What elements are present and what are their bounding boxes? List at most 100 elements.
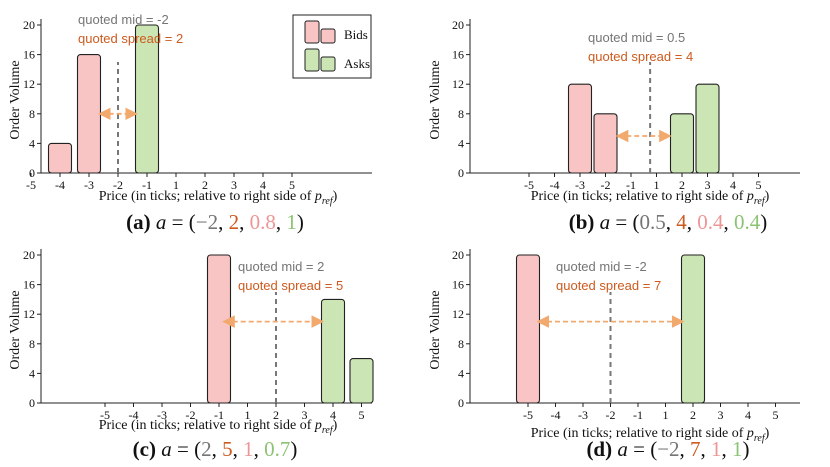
- y-tick-label: 20: [23, 18, 35, 32]
- x-axis-label-math: p: [746, 426, 754, 441]
- bid-bar: [206, 254, 232, 404]
- x-tick-label: 2: [690, 408, 696, 422]
- caption-value: 1: [243, 437, 254, 461]
- y-tick-label: 20: [23, 248, 35, 262]
- x-axis-label-text: Price (in ticks; relative to right side …: [99, 418, 315, 433]
- caption-value: 4: [676, 210, 687, 234]
- caption-value: 0.7: [264, 437, 290, 461]
- bid-bar: [47, 142, 73, 174]
- x-tick-label: 1: [245, 408, 251, 422]
- bid-bar: [567, 83, 593, 174]
- x-tick-label: 2: [202, 178, 208, 192]
- x-axis-label: Price (in ticks; relative to right side …: [531, 189, 770, 207]
- y-tick-label: 20: [452, 18, 464, 32]
- y-tick-label: 16: [23, 278, 35, 292]
- y-tick-label: 8: [29, 107, 35, 121]
- y-tick-label: 12: [23, 77, 35, 91]
- legend-bid-swatch: [304, 20, 320, 44]
- ask-bar: [320, 298, 346, 404]
- caption-punct: ): [297, 210, 304, 234]
- caption-value: 7: [690, 437, 701, 461]
- x-tick-label: -5: [100, 408, 110, 422]
- caption-punct: = (: [610, 210, 639, 234]
- y-tick-label: 4: [29, 136, 35, 150]
- x-tick-label: -4: [55, 178, 65, 192]
- annotation-spread: quoted spread = 5: [238, 278, 343, 293]
- x-tick-label: 2: [679, 178, 685, 192]
- x-axis-label-close: ): [765, 189, 770, 204]
- panel-caption: (b) a = (0.5, 4, 0.4, 0.4): [569, 210, 768, 234]
- caption-punct: ,: [212, 437, 223, 461]
- x-tick-label: 1: [173, 178, 179, 192]
- annotation-mid: quoted mid = 2: [238, 259, 324, 274]
- x-tick-label: 1: [654, 178, 660, 192]
- x-tick-label: -2: [113, 178, 123, 192]
- panel-caption: (d) a = (−2, 7, 1, 1): [586, 437, 749, 461]
- x-tick-label: -1: [142, 178, 152, 192]
- caption-var: a: [156, 210, 167, 234]
- caption-label: (b): [569, 210, 600, 234]
- x-tick-label: -4: [551, 408, 561, 422]
- caption-label: (c): [133, 437, 162, 461]
- ask-bar: [134, 24, 160, 174]
- x-axis-label-sub: ref: [322, 425, 334, 436]
- x-tick-label: 4: [330, 408, 336, 422]
- y-axis-label: Order Volume: [428, 60, 443, 139]
- x-tick-label: -4: [550, 178, 560, 192]
- caption-var: a: [161, 437, 172, 461]
- x-tick-label: 3: [302, 408, 308, 422]
- caption-punct: = (: [166, 210, 195, 234]
- ask-bar: [349, 358, 374, 404]
- y-axis-label: Order Volume: [8, 290, 23, 369]
- bid-bar: [76, 54, 102, 174]
- caption-value: −2: [196, 210, 218, 234]
- y-tick-label: 4: [458, 136, 464, 150]
- y-tick-label: 16: [452, 48, 464, 62]
- x-tick-label: -2: [601, 178, 611, 192]
- legend-asks-label: Asks: [344, 56, 370, 71]
- caption-punct: ,: [666, 210, 677, 234]
- x-axis-label-text: Price (in ticks; relative to right side …: [531, 426, 747, 441]
- x-axis-label-sub: ref: [754, 433, 766, 444]
- panel-caption: (a) a = (−2, 2, 0.8, 1): [126, 210, 304, 234]
- x-axis-label-close: ): [333, 418, 338, 433]
- ask-bar: [695, 83, 720, 174]
- y-tick-label: 12: [452, 77, 464, 91]
- caption-punct: ,: [724, 210, 735, 234]
- caption-punct: ,: [218, 210, 229, 234]
- y-tick-label: 8: [458, 107, 464, 121]
- y-tick-label: 12: [452, 307, 464, 321]
- x-tick-label: -3: [578, 408, 588, 422]
- caption-var: a: [600, 210, 611, 234]
- x-tick-label: 5: [359, 408, 365, 422]
- x-axis-label-math: p: [314, 189, 322, 204]
- y-tick-label: 0: [458, 166, 464, 180]
- x-axis-label-close: ): [333, 189, 338, 204]
- x-tick-label: 4: [260, 178, 266, 192]
- caption-value: 0.4: [734, 210, 761, 234]
- y-tick-label: 16: [452, 278, 464, 292]
- x-tick-label: 3: [231, 178, 237, 192]
- y-tick-label: 0: [458, 396, 464, 410]
- x-axis-label: Price (in ticks; relative to right side …: [99, 418, 338, 436]
- caption-value: 1: [732, 437, 743, 461]
- annotation-spread: quoted spread = 2: [78, 31, 183, 46]
- x-tick-label: -5: [524, 178, 534, 192]
- x-tick-label: 5: [773, 408, 779, 422]
- caption-value: 5: [222, 437, 233, 461]
- x-tick-label: -2: [606, 408, 616, 422]
- caption-punct: ,: [701, 437, 712, 461]
- caption-label: (a): [126, 210, 156, 234]
- ask-bar: [669, 113, 695, 174]
- caption-punct: ,: [239, 210, 250, 234]
- x-tick-label: -3: [84, 178, 94, 192]
- y-tick-label: 4: [29, 366, 35, 380]
- x-tick-label: -1: [214, 408, 224, 422]
- caption-punct: ): [290, 437, 297, 461]
- x-tick-label: 5: [756, 178, 762, 192]
- caption-punct: ,: [233, 437, 244, 461]
